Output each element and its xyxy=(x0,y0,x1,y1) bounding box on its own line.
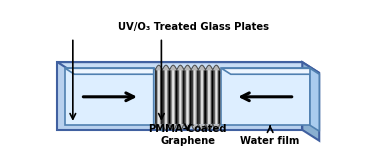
Text: UV/O₃ Treated Glass Plates: UV/O₃ Treated Glass Plates xyxy=(118,22,269,32)
Polygon shape xyxy=(65,68,163,74)
Polygon shape xyxy=(57,62,302,130)
Polygon shape xyxy=(310,68,319,131)
Text: Water film: Water film xyxy=(240,136,300,146)
Polygon shape xyxy=(155,70,220,124)
Polygon shape xyxy=(222,68,319,74)
Polygon shape xyxy=(65,68,154,125)
Text: PMMA-Coated
Graphene: PMMA-Coated Graphene xyxy=(148,124,227,146)
Polygon shape xyxy=(154,68,163,131)
Polygon shape xyxy=(302,62,319,141)
Polygon shape xyxy=(222,68,310,125)
Polygon shape xyxy=(57,62,319,73)
